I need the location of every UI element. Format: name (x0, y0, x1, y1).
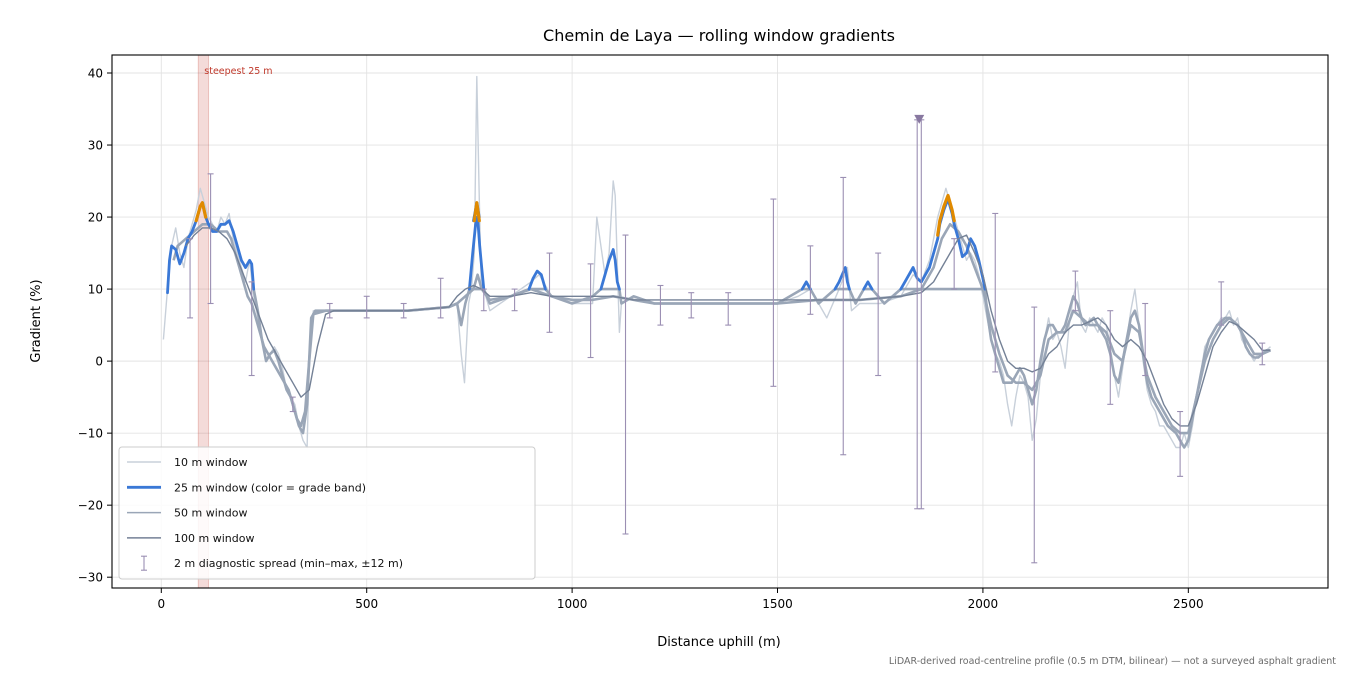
x-tick-label: 1000 (557, 597, 588, 611)
plot-frame (111, 54, 1329, 589)
y-tick-label: −10 (78, 427, 103, 441)
x-axis-label: Distance uphill (m) (657, 635, 780, 650)
series-25m-band-segment (166, 219, 198, 295)
x-tick-label: 2500 (1173, 597, 1204, 611)
plot-series (162, 75, 1272, 564)
errorbar (1177, 410, 1184, 477)
errorbar (725, 292, 732, 326)
legend-item-label: 100 m window (174, 532, 254, 545)
errorbar (400, 302, 407, 319)
series-25m-steep-segment (472, 201, 481, 223)
legend-item: 100 m window (127, 532, 254, 545)
errorbar (840, 176, 847, 456)
max-gradient-marker (914, 114, 925, 124)
errorbar (992, 212, 999, 373)
errorbar (1031, 306, 1038, 564)
chart-title: Chemin de Laya — rolling window gradient… (543, 26, 895, 45)
errorbar (875, 252, 882, 377)
footnote: LiDAR-derived road-centreline profile (0… (889, 656, 1336, 667)
errorbar (914, 119, 921, 510)
y-tick-label: 10 (88, 283, 103, 297)
axis-ticks: 0 500 1000 1500 2000 2500 −30 −20 −10 0 10 20 30 40 (78, 67, 1204, 611)
errorbar (363, 295, 370, 319)
y-tick-label: −30 (78, 571, 103, 585)
y-tick-label: 20 (88, 211, 103, 225)
series-25m-steep-segment (936, 193, 956, 237)
errorbar (546, 252, 553, 333)
y-axis-label: Gradient (%) (29, 279, 44, 362)
errorbar (1218, 281, 1225, 326)
errorbar (770, 198, 777, 387)
legend-item: 50 m window (127, 507, 247, 520)
errorbar (688, 292, 695, 319)
errorbar (587, 263, 594, 359)
errorbar (1107, 310, 1114, 405)
errorbar (511, 288, 518, 312)
legend-item-label: 50 m window (174, 507, 247, 520)
series-25m-steep-segment (194, 201, 208, 223)
x-tick-label: 500 (355, 597, 378, 611)
y-tick-label: −20 (78, 499, 103, 513)
errorbar (622, 234, 629, 535)
x-tick-label: 0 (157, 597, 165, 611)
legend-item: 25 m window (color = grade band) (127, 481, 366, 494)
legend-box (118, 446, 536, 580)
errorbar (951, 238, 958, 290)
grid-lines (112, 55, 1328, 588)
legend-item: 2 m diagnostic spread (min–max, ±12 m) (141, 555, 403, 571)
errorbar (1072, 270, 1079, 312)
y-tick-label: 0 (95, 355, 103, 369)
errorbar (248, 281, 255, 377)
series-25m-band-segment (862, 280, 874, 291)
series-10m-line (162, 75, 1271, 449)
series-100m-line (185, 227, 1271, 427)
series-25m-band-segment (833, 266, 851, 291)
series-25m-band-segment (527, 269, 547, 291)
errorbar (437, 277, 444, 319)
series-25m-band-segment (899, 237, 940, 291)
series-25m-base-line (252, 287, 1271, 449)
y-tick-label: 40 (88, 67, 103, 81)
errorbar (1142, 302, 1149, 377)
y-tick-label: 30 (88, 139, 103, 153)
legend-item-label: 2 m diagnostic spread (min–max, ±12 m) (174, 557, 403, 570)
errorbar (326, 302, 333, 319)
series-25m-band-segment (800, 280, 812, 291)
errorbar (657, 284, 664, 326)
series-50m-line (172, 223, 1272, 435)
errorbar (187, 238, 194, 319)
legend-item-label: 25 m window (color = grade band) (174, 481, 366, 494)
errorbar (1259, 342, 1266, 366)
legend-item: 10 m window (127, 456, 247, 469)
errorbar (480, 288, 487, 312)
errorbar (289, 396, 296, 413)
errorbar (207, 173, 214, 305)
legend: 10 m window 25 m window (color = grade ba… (118, 446, 536, 580)
series-25m-band-segment (204, 215, 256, 291)
x-tick-label: 2000 (968, 597, 999, 611)
errorbar (918, 119, 925, 510)
x-tick-label: 1500 (762, 597, 793, 611)
errorbar (807, 245, 814, 315)
legend-item-label: 10 m window (174, 456, 247, 469)
series-25m-band-segment (599, 248, 621, 291)
steepest-window-label: steepest 25 m (204, 66, 272, 77)
